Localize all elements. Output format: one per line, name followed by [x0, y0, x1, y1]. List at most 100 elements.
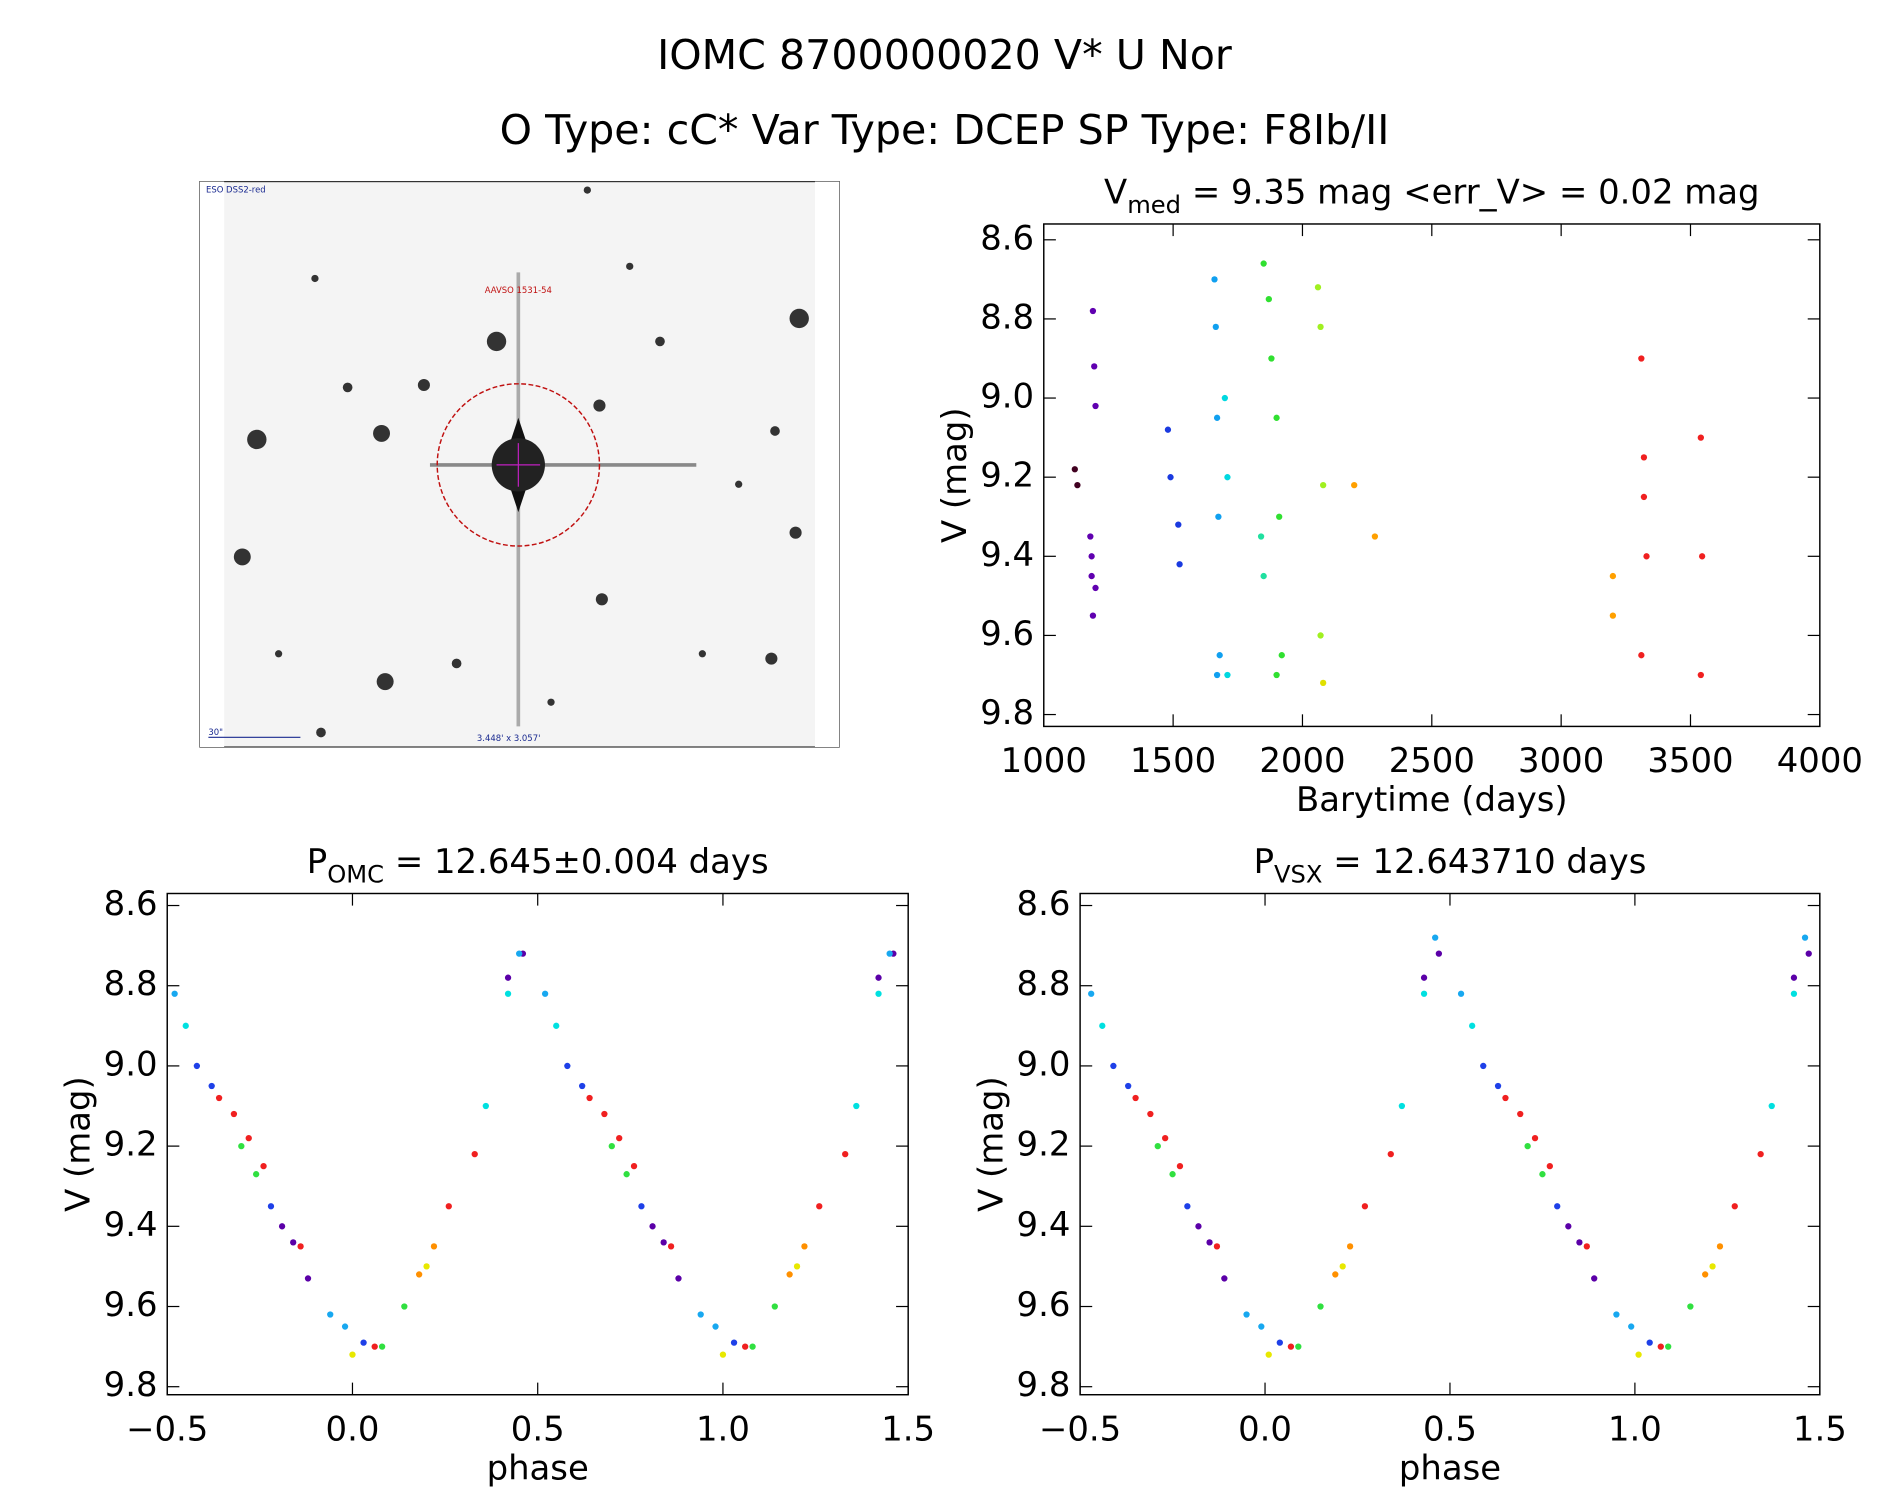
y-tick-label: 9.6: [980, 614, 1034, 653]
data-point: [1213, 414, 1221, 421]
y-tick-label: 9.2: [1017, 1125, 1071, 1164]
data-point: [801, 1243, 808, 1250]
x-tick-label: 1.5: [881, 1410, 935, 1449]
y-tick-label: 9.6: [1017, 1285, 1071, 1324]
data-point: [1154, 1142, 1161, 1150]
x-tick-label: 2500: [1389, 741, 1475, 780]
x-tick-label: 1.0: [696, 1410, 750, 1449]
data-point: [278, 1223, 286, 1230]
data-point: [1317, 323, 1324, 330]
image-target: AAVSO 1531-54: [485, 285, 552, 295]
y-tick-label: 9.0: [980, 377, 1034, 416]
data-point: [516, 950, 523, 957]
data-point: [886, 950, 893, 957]
data-point: [1583, 1243, 1590, 1250]
data-point: [1169, 1171, 1176, 1178]
data-point: [1361, 1203, 1369, 1210]
data-point: [1665, 1343, 1672, 1350]
y-tick-label: 8.6: [980, 218, 1034, 257]
data-point: [1801, 934, 1809, 941]
data-point: [1638, 355, 1645, 362]
data-point: [1702, 1271, 1709, 1278]
data-point: [371, 1343, 378, 1350]
data-point: [1265, 1351, 1272, 1358]
data-point: [1265, 295, 1272, 303]
data-point: [1125, 1082, 1132, 1090]
y-tick-label: 9.8: [104, 1365, 158, 1404]
data-point: [1273, 414, 1280, 421]
data-point: [482, 1102, 489, 1110]
data-point: [1640, 454, 1648, 461]
data-point: [1494, 1082, 1502, 1090]
data-point: [193, 1062, 201, 1070]
data-point: [1554, 1203, 1561, 1210]
data-point: [1613, 1311, 1620, 1318]
data-point: [416, 1271, 423, 1278]
data-point: [1591, 1275, 1598, 1282]
data-point: [1088, 553, 1095, 560]
x-tick-label: 1000: [1001, 741, 1087, 780]
data-point: [1088, 990, 1095, 997]
title-part: VSX: [1274, 860, 1323, 888]
data-point: [1071, 466, 1078, 473]
data-point: [1524, 1142, 1531, 1150]
data-point: [290, 1239, 297, 1246]
data-point: [1211, 276, 1218, 283]
data-point: [182, 1022, 189, 1029]
data-point: [327, 1311, 334, 1318]
data-point: [1387, 1150, 1394, 1158]
x-tick-label: 3000: [1518, 741, 1604, 780]
data-point: [638, 1203, 645, 1210]
data-point: [1790, 974, 1798, 981]
x-axis-label: phase: [1399, 1448, 1501, 1487]
data-point: [579, 1082, 586, 1090]
data-point: [749, 1343, 756, 1350]
data-point: [1268, 355, 1275, 362]
data-point: [1176, 561, 1183, 568]
data-point: [1099, 1022, 1106, 1029]
data-point: [1287, 1343, 1295, 1350]
y-tick-label: 8.8: [104, 964, 158, 1003]
data-point: [730, 1339, 738, 1346]
x-tick-label: 0.0: [1238, 1410, 1292, 1449]
data-point: [1698, 553, 1706, 560]
data-point: [1224, 474, 1231, 481]
y-tick-label: 9.4: [1017, 1205, 1071, 1244]
data-point: [1276, 1339, 1283, 1346]
chart-title: PVSX = 12.643710 days: [1254, 842, 1647, 889]
data-point: [378, 1343, 386, 1350]
title-part: P: [1254, 842, 1274, 881]
x-axis-label: Barytime (days): [1296, 780, 1568, 819]
data-point: [1257, 533, 1265, 540]
plot-frame: [1043, 223, 1821, 728]
data-point: [1457, 990, 1465, 997]
x-tick-label: 4000: [1777, 741, 1863, 780]
data-point: [1731, 1203, 1738, 1210]
chart-title: POMC = 12.645±0.004 days: [307, 842, 769, 889]
data-point: [1276, 513, 1283, 520]
data-point: [171, 990, 178, 997]
data-point: [1346, 1243, 1354, 1250]
data-point: [1635, 1351, 1642, 1358]
data-point: [1332, 1271, 1339, 1278]
data-point: [1295, 1343, 1302, 1350]
data-point: [1216, 652, 1223, 659]
image-size: 3.448' x 3.057': [477, 733, 541, 743]
title-part: med: [1127, 191, 1181, 219]
data-point: [1243, 1311, 1250, 1318]
data-point: [1768, 1102, 1775, 1110]
data-point: [1089, 612, 1097, 619]
y-tick-label: 9.4: [980, 535, 1034, 574]
data-point: [1320, 679, 1327, 687]
data-point: [267, 1203, 275, 1210]
data-point: [1162, 1134, 1169, 1142]
data-point: [1092, 402, 1099, 410]
data-point: [238, 1142, 245, 1150]
x-tick-label: 0.0: [326, 1410, 380, 1449]
x-tick-label: −0.5: [1039, 1410, 1121, 1449]
data-point: [1469, 1022, 1476, 1029]
data-point: [623, 1171, 630, 1178]
y-tick-label: 9.0: [1017, 1044, 1071, 1083]
title-part: = 12.643710 days: [1323, 842, 1647, 881]
